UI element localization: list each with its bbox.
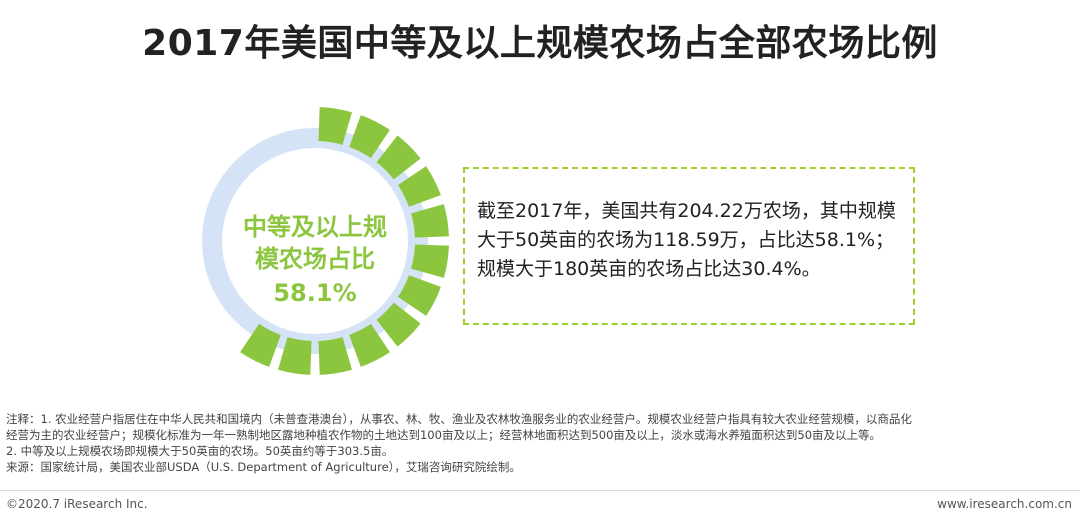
callout-box: 截至2017年，美国共有204.22万农场，其中规模大于50英亩的农场为118.… — [463, 167, 915, 325]
donut-inner-disc — [224, 150, 406, 332]
note-line-2: 经营为主的农业经营户；规模化标准为一年一熟制地区露地种植农作物的土地达到100亩… — [6, 428, 882, 442]
remaining-ring-slice — [202, 128, 428, 354]
donut-segment — [411, 244, 449, 278]
donut-segment — [278, 337, 312, 375]
footer-divider — [0, 490, 1080, 491]
donut-segment — [376, 135, 421, 180]
donut-segment — [318, 107, 352, 145]
center-label-line2: 模农场占比 — [255, 245, 375, 273]
donut-segment — [397, 166, 441, 207]
callout-text: 截至2017年，美国共有204.22万农场，其中规模大于50英亩的农场为118.… — [477, 200, 896, 280]
donut-segment — [411, 204, 449, 238]
note-line-3: 2. 中等及以上规模农场即规模大于50英亩的农场。50英亩约等于303.5亩。 — [6, 444, 394, 458]
donut-segment — [397, 275, 441, 316]
donut-segment — [240, 323, 281, 367]
chart-title: 2017年美国中等及以上规模农场占全部农场比例 — [142, 23, 938, 64]
donut-segment — [318, 337, 352, 375]
note-line-4: 来源：国家统计局，美国农业部USDA（U.S. Department of Ag… — [6, 460, 521, 474]
footer-copyright: ©2020.7 iResearch Inc. — [6, 497, 148, 511]
donut-segment — [376, 302, 421, 347]
donut-segments — [202, 107, 449, 375]
center-value-label: 58.1% — [273, 279, 356, 307]
note-line-1: 注释：1. 农业经营户指居住在中华人民共和国境内（未普查港澳台），从事农、林、牧… — [6, 412, 912, 426]
notes-section: 注释：1. 农业经营户指居住在中华人民共和国境内（未普查港澳台），从事农、林、牧… — [6, 411, 1074, 475]
center-label-line1: 中等及以上规 — [243, 213, 387, 241]
donut-segment — [349, 323, 390, 367]
footer-website: www.iresearch.com.cn — [937, 497, 1072, 511]
donut-segment — [349, 115, 390, 159]
